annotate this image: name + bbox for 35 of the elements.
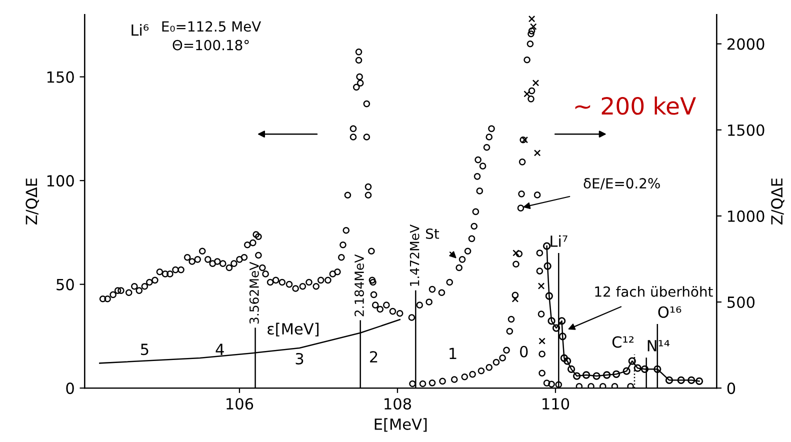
- annotation: ε[MeV]: [268, 322, 318, 336]
- ref-line-label: O¹⁶: [658, 306, 682, 318]
- y2-tick-label: 2000: [727, 38, 764, 50]
- y2-tick-label: 1000: [728, 210, 764, 222]
- annotation: St: [426, 228, 440, 239]
- x-tick-label: 110: [542, 398, 570, 410]
- annotation: 2: [370, 351, 378, 362]
- annotation: 1: [450, 348, 456, 360]
- y-tick-label: 150: [47, 71, 74, 83]
- y2-tick-label: 1500: [728, 124, 764, 136]
- annotation: ~ 200 keV: [575, 96, 696, 115]
- y2-tick-label: 0: [727, 382, 736, 394]
- y-tick-label: 0: [66, 382, 74, 394]
- y-axis-title: Z/QΔE: [26, 178, 39, 225]
- ref-line-label: Li⁷: [550, 235, 568, 247]
- x-tick-label: 108: [384, 398, 412, 410]
- annotation: 0: [520, 346, 528, 358]
- y-tick-label: 50: [56, 278, 74, 290]
- annotation: δE/E=0.2%: [584, 178, 660, 190]
- annotation: 4: [216, 344, 224, 355]
- ref-line-label: 2.184MeV: [354, 254, 364, 316]
- annotation: Θ=100.18°: [172, 40, 249, 50]
- annotation: E₀=112.5 MeV: [162, 21, 262, 32]
- y2-tick-label: 500: [728, 296, 755, 308]
- annotation: 12 fach überhöht: [595, 286, 713, 297]
- annotation: 5: [140, 344, 148, 356]
- annotation: 3: [296, 352, 304, 364]
- x-tick-label: 106: [226, 398, 254, 410]
- annotation: Li⁶: [132, 24, 149, 36]
- ref-line-label: 3.562MeV: [249, 262, 259, 324]
- ref-line-label: C¹²: [612, 336, 634, 348]
- y-tick-label: 100: [47, 175, 74, 187]
- ref-line-label: 1.472MeV: [410, 224, 420, 286]
- x-axis-title: E[MeV]: [374, 418, 427, 432]
- y2-axis-title: Z/QΔE: [771, 178, 784, 225]
